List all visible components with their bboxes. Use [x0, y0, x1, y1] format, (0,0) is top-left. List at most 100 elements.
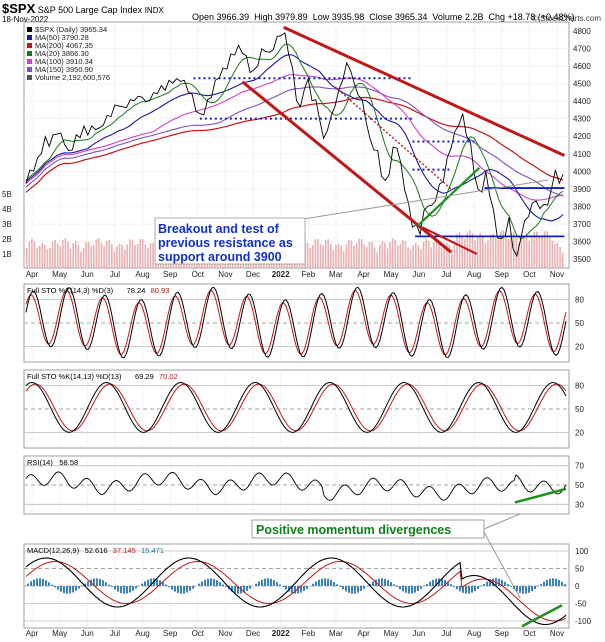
macd-histogram-bar — [48, 582, 50, 586]
volume-bar — [543, 231, 546, 268]
macd-histogram-bar — [165, 584, 167, 586]
x-tick-label: Jul — [110, 629, 120, 638]
macd-histogram-bar — [159, 580, 161, 586]
legend-swatch — [27, 75, 32, 80]
volume-bar — [54, 239, 56, 268]
macd-histogram-bar — [381, 578, 383, 586]
low-value: 3935.98 — [331, 12, 365, 22]
macd-histogram-bar — [93, 578, 95, 586]
volume-bar — [345, 244, 348, 268]
macd-histogram-bar — [321, 578, 323, 586]
macd-histogram-bar — [75, 586, 77, 591]
x-tick-label: Oct — [192, 270, 205, 279]
volume-bar — [489, 234, 492, 268]
volume-tick-label: 2B — [2, 235, 12, 244]
volume-bar — [309, 247, 311, 268]
macd-histogram-bar — [327, 578, 329, 586]
volume-bar — [121, 244, 123, 268]
macd-histogram-bar — [408, 586, 410, 594]
volume-bar — [536, 231, 538, 268]
volume-bar — [332, 250, 335, 268]
volume-bar — [69, 248, 72, 268]
macd-histogram-bar — [180, 586, 182, 594]
macd-histogram-bar — [105, 582, 107, 586]
macd-signal-line — [25, 560, 567, 622]
macd-histogram-bar — [531, 586, 533, 592]
volume-bar — [131, 239, 134, 268]
sto2-d-value: 70.02 — [159, 372, 178, 381]
rsi-divergence-line — [514, 487, 567, 504]
volume-bar — [481, 235, 484, 268]
macd-histogram-bar — [450, 584, 452, 586]
volume-bar — [149, 243, 152, 268]
volume-bar — [123, 249, 126, 268]
volume-bar — [561, 252, 564, 268]
green-trendline — [416, 167, 481, 227]
macd-histogram-bar — [489, 579, 491, 586]
legend-swatch — [27, 59, 32, 64]
volume-bar — [329, 243, 332, 268]
volume-bar — [98, 238, 100, 268]
volume-bar — [74, 240, 77, 268]
rsi-line — [25, 471, 567, 501]
volume-bar — [425, 238, 427, 268]
breakout-annotation-text: previous resistance as — [158, 236, 293, 250]
macd-histogram-bar — [69, 586, 71, 594]
macd-histogram-bar — [27, 583, 29, 586]
volume-bar — [443, 246, 445, 268]
ma100-line — [25, 73, 564, 201]
macd-histogram-bar — [510, 586, 512, 587]
x-tick-label: Nov — [218, 629, 232, 638]
volume-bar — [49, 247, 51, 268]
macd-histogram-bar — [348, 586, 350, 593]
legend-entry: MA(20) 3866.30 — [35, 49, 89, 58]
macd-histogram-bar — [147, 579, 149, 586]
sto2-k-line — [25, 381, 567, 433]
downtrend-bottom-line — [241, 80, 453, 254]
x-tick-label: Jun — [412, 270, 425, 279]
macd-value: 52.616 — [85, 546, 108, 555]
macd-histogram-bar — [66, 586, 68, 594]
macd-histogram-bar — [540, 584, 542, 586]
macd-histogram-bar — [525, 586, 527, 594]
macd-histogram-bar — [171, 586, 173, 590]
macd-histogram-bar — [96, 578, 98, 586]
x-tick-label: Apr — [26, 629, 39, 638]
symbol: $SPX — [2, 1, 36, 16]
volume-bar — [440, 247, 443, 268]
macd-histogram-bar — [222, 584, 224, 586]
macd-histogram-bar — [501, 580, 503, 586]
macd-level-label: 0 — [575, 582, 580, 591]
macd-histogram-bar — [135, 586, 137, 589]
macd-histogram-bar — [294, 586, 296, 594]
x-tick-label: Apr — [357, 270, 370, 279]
volume-bar — [126, 244, 129, 268]
volume-bar — [314, 239, 317, 268]
macd-line — [25, 557, 567, 626]
macd-divergence-line — [521, 604, 563, 628]
macd-histogram-bar — [504, 581, 506, 586]
macd-histogram-bar — [486, 581, 488, 586]
macd-histogram-bar — [264, 578, 266, 586]
volume-bar — [510, 233, 512, 268]
sto2-level-label: 50 — [575, 405, 584, 414]
macd-histogram-bar — [396, 586, 398, 587]
volume-bar — [520, 238, 523, 268]
macd-histogram-bar — [42, 578, 44, 586]
macd-histogram-bar — [255, 583, 257, 586]
x-tick-label: Nov — [550, 629, 564, 638]
volume-bar — [41, 242, 44, 268]
macd-histogram-bar — [465, 586, 467, 594]
volume-bar — [541, 236, 543, 268]
x-tick-label: Aug — [135, 629, 149, 638]
open-value: 3966.39 — [216, 12, 250, 22]
volume-bar — [492, 233, 494, 268]
macd-histogram-bar — [129, 586, 131, 593]
macd-histogram-bar — [429, 581, 431, 586]
volume-bar — [80, 251, 82, 268]
x-tick-label: Sep — [163, 629, 178, 638]
volume-bar — [376, 252, 378, 268]
macd-histogram-bar — [249, 586, 251, 589]
x-tick-label: Jun — [412, 629, 425, 638]
macd-histogram-bar — [351, 586, 353, 594]
